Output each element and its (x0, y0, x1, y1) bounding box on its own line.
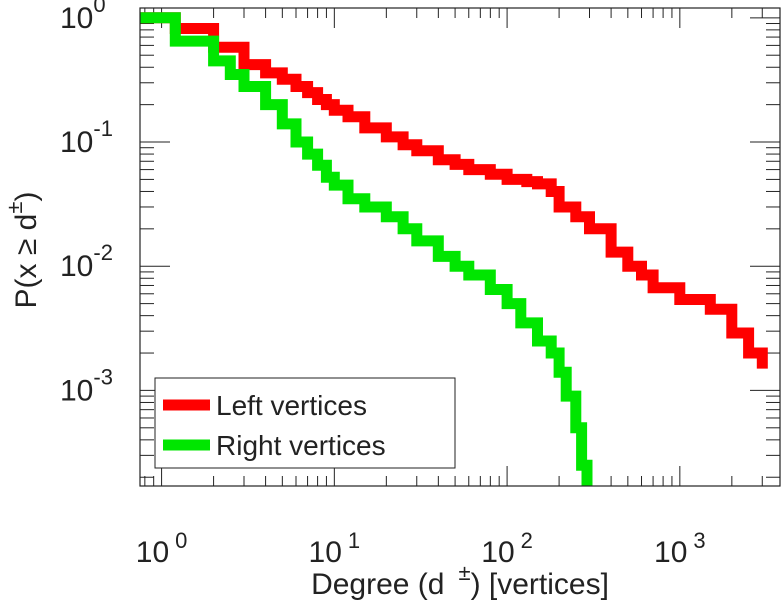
x-tick-label-exp: 0 (175, 528, 187, 553)
y-tick-label-base: 10 (60, 374, 93, 407)
x-tick-label: 10 2 (481, 528, 533, 569)
x-tick-label: 10 1 (309, 528, 361, 569)
series-line-left-vertices (140, 12, 768, 369)
legend-label-left-vertices: Left vertices (216, 390, 367, 421)
y-tick-label: 10-1 (60, 116, 113, 159)
x-tick-label: 10 3 (654, 528, 706, 569)
y-tick-label-exp: 0 (93, 0, 105, 17)
y-axis-title: P(x ≥ d±) (2, 192, 43, 309)
y-axis-title-main: P(x ≥ d (10, 214, 43, 309)
x-tick-label-exp: 2 (521, 528, 533, 553)
y-tick-label-base: 10 (60, 126, 93, 159)
x-tick-label-base: 10 (654, 536, 687, 569)
x-tick-label-base: 10 (309, 536, 342, 569)
y-tick-label-exp: -1 (93, 116, 113, 141)
y-tick-label-exp: -2 (93, 240, 113, 265)
plot-frame (139, 7, 781, 487)
y-tick-label: 100 (60, 0, 106, 35)
y-tick-label: 10-2 (60, 240, 113, 283)
legend-label-right-vertices: Right vertices (216, 430, 386, 461)
x-axis-title-sup: ± (458, 560, 470, 585)
y-tick-label: 10-3 (60, 364, 113, 407)
y-axis-title-sup: ± (2, 202, 27, 214)
x-tick-label-base: 10 (136, 536, 169, 569)
legend: Left vertices Right vertices (154, 377, 456, 469)
y-tick-label-base: 10 (60, 250, 93, 283)
series-line-right-vertices (140, 12, 593, 486)
x-axis-title: Degree (d ±) [vertices] (311, 560, 609, 600)
y-tick-label-base: 10 (60, 2, 93, 35)
y-tick-label-exp: -3 (93, 364, 113, 389)
x-tick-label: 10 0 (136, 528, 188, 569)
y-axis-title-suffix: ) (10, 192, 43, 202)
x-tick-label-exp: 1 (348, 528, 360, 553)
x-tick-label-base: 10 (481, 536, 514, 569)
legend-box (154, 377, 456, 469)
x-axis-title-main: Degree (d (311, 568, 444, 600)
x-axis-title-suffix: ) [vertices] (471, 568, 609, 600)
x-tick-label-exp: 3 (693, 528, 705, 553)
minor-ticks (140, 8, 780, 486)
series-lines (140, 12, 768, 486)
